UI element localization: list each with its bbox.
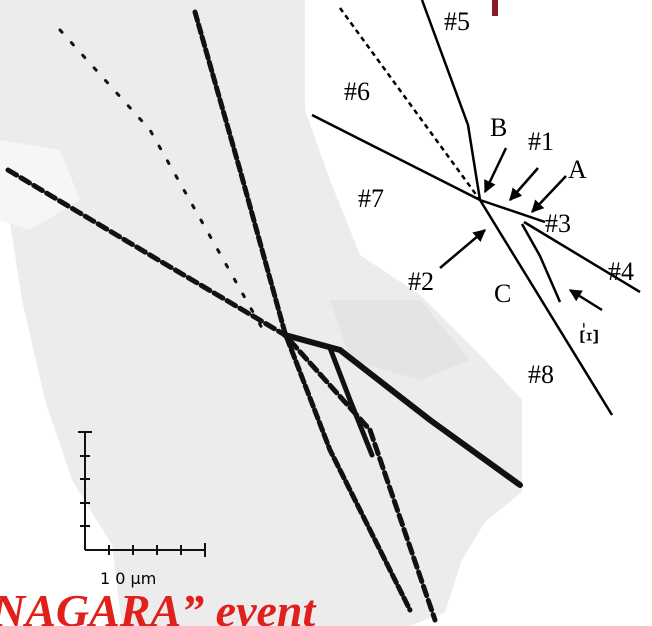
superscript: -	[572, 322, 592, 328]
line-1	[480, 200, 545, 222]
track-label: #6	[344, 77, 370, 106]
figure: 1 0 μm #5#6B#1A#7#3#2C#4Ξ-#8 NAGARA” eve…	[0, 0, 652, 626]
track-label: #5	[444, 7, 470, 36]
track-label: #2	[408, 267, 434, 296]
emulsion-photo	[0, 0, 522, 626]
track-label: Ξ-	[572, 322, 604, 345]
page: {"diagram": {"labels": ["#5", "#6", "B",…	[0, 0, 652, 626]
track-label: #1	[528, 127, 554, 156]
track-label: A	[568, 155, 587, 184]
track-label: C	[494, 279, 511, 308]
caption: NAGARA” event	[0, 585, 317, 626]
track-label: #4	[608, 257, 634, 286]
track-label: #3	[545, 209, 571, 238]
top-bar	[492, 0, 498, 16]
track-label: #7	[358, 184, 384, 213]
track-label: B	[490, 113, 507, 142]
track-label: #8	[528, 360, 554, 389]
